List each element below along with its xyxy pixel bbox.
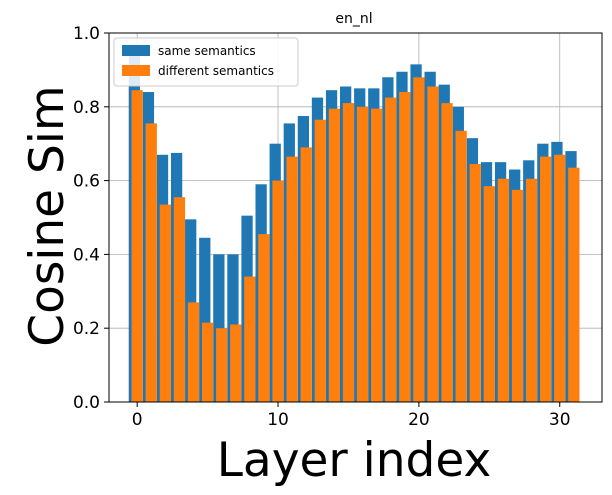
bar-different-semantics xyxy=(554,154,566,402)
bar-different-semantics xyxy=(159,204,171,402)
y-axis-label: Cosine Sim xyxy=(20,85,75,346)
y-tick-label: 0.6 xyxy=(73,172,100,192)
x-tick-label: 20 xyxy=(408,410,430,430)
bar-different-semantics xyxy=(455,130,467,402)
y-tick-label: 1.0 xyxy=(73,24,100,44)
x-tick-label: 30 xyxy=(549,410,571,430)
axis-ticks: 0 10 20 30 0.0 0.2 0.4 0.6 0.8 1.0 xyxy=(73,24,571,430)
x-tick-label: 0 xyxy=(132,410,143,430)
y-tick-label: 0.0 xyxy=(73,393,100,413)
bar-different-semantics xyxy=(230,324,242,402)
bars xyxy=(128,51,580,403)
bar-different-semantics xyxy=(258,234,270,402)
bar-different-semantics xyxy=(244,276,256,402)
bar-different-semantics xyxy=(201,322,214,402)
bar-different-semantics xyxy=(272,180,284,402)
bar-different-semantics xyxy=(483,186,495,402)
bar-different-semantics xyxy=(427,86,439,402)
bar-different-semantics xyxy=(145,123,157,402)
chart-title: en_nl xyxy=(335,11,372,27)
bar-different-semantics xyxy=(540,156,552,402)
y-tick-label: 0.4 xyxy=(73,245,100,265)
bar-different-semantics xyxy=(511,189,524,402)
plot-frame xyxy=(108,32,603,403)
x-axis-label: Layer index xyxy=(217,433,492,488)
bar-different-semantics xyxy=(300,147,312,402)
bar-different-semantics xyxy=(131,90,143,402)
bar-different-semantics xyxy=(370,108,383,403)
legend-box xyxy=(113,37,299,87)
bar-different-semantics xyxy=(328,108,341,403)
bar-different-semantics xyxy=(399,92,411,402)
bar-different-semantics xyxy=(216,328,228,402)
bar-different-semantics xyxy=(441,103,453,403)
bar-different-semantics xyxy=(525,178,538,402)
legend: same semantics different semantics xyxy=(113,37,299,87)
bar-different-semantics xyxy=(286,156,298,402)
legend-label: different semantics xyxy=(158,64,274,78)
bar-different-semantics xyxy=(497,178,510,402)
y-tick-label: 0.2 xyxy=(73,319,100,339)
legend-swatch xyxy=(122,65,150,76)
bar-different-semantics xyxy=(385,97,397,402)
bar-same-semantics xyxy=(199,237,211,402)
legend-swatch xyxy=(122,45,150,56)
bar-different-semantics xyxy=(173,197,186,402)
bar-different-semantics xyxy=(356,106,369,403)
bar-different-semantics xyxy=(568,167,580,402)
bar-different-semantics xyxy=(469,163,481,402)
legend-label: same semantics xyxy=(158,44,256,58)
bar-different-semantics xyxy=(342,103,355,403)
bar-different-semantics xyxy=(187,302,200,402)
x-tick-label: 10 xyxy=(267,410,289,430)
y-tick-label: 0.8 xyxy=(73,98,100,118)
bar-different-semantics xyxy=(314,119,326,402)
bar-different-semantics xyxy=(413,77,425,402)
